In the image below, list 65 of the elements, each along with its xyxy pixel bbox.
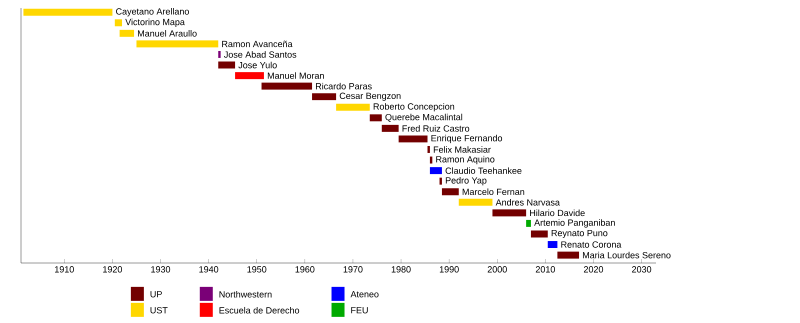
y-tick-label: Reynato Puno xyxy=(552,230,608,238)
bar xyxy=(548,241,558,248)
y-tick-label: Manuel Araullo xyxy=(138,30,197,37)
y-tick-label: Artemio Panganiban xyxy=(534,219,615,228)
legend-label: FEU xyxy=(351,307,368,314)
x-tick-label: 2030 xyxy=(632,266,652,273)
y-tick-label: Maria Lourdes Sereno xyxy=(582,252,671,258)
bar xyxy=(218,50,221,58)
legend-label: Northwestern xyxy=(220,290,272,298)
y-tick-label: Claudio Teehankee xyxy=(446,167,522,174)
x-tick-label: 1980 xyxy=(392,266,411,273)
x-tick-label: 1970 xyxy=(344,266,363,273)
x-tick-label: 2010 xyxy=(536,266,555,273)
bar xyxy=(458,198,492,206)
bar xyxy=(430,167,442,174)
x-tick-label: 1950 xyxy=(247,266,266,273)
y-tick-label: Pedro Yap xyxy=(446,176,486,186)
bar xyxy=(442,188,459,196)
y-tick-label: Jose Abad Santos xyxy=(224,51,296,58)
y-tick-label: Ramon Aquino xyxy=(436,156,494,164)
y-tick-label: Victorino Mapa xyxy=(125,18,185,27)
y-tick-label: Fred Ruiz Castro xyxy=(402,125,470,132)
x-tick-label: 1960 xyxy=(296,266,314,273)
y-tick-label: Querebe Macalintal xyxy=(385,114,462,122)
bar xyxy=(370,114,382,122)
y-tick-label: Ramon Avanceña xyxy=(222,40,293,48)
bar xyxy=(262,82,312,90)
y-tick-label: Ricardo Paras xyxy=(316,82,372,90)
x-tick-label: 2020 xyxy=(584,266,604,273)
bar xyxy=(398,135,428,142)
bar xyxy=(430,156,432,164)
bar xyxy=(114,19,122,26)
y-tick-label: Manuel Moran xyxy=(268,72,324,79)
y-tick-label: Renato Corona xyxy=(561,241,622,248)
bar xyxy=(530,230,548,238)
x-tick-label: 1920 xyxy=(103,266,122,273)
y-tick-label: Felix Makasiar xyxy=(434,146,491,153)
legend-label: UP xyxy=(150,291,162,298)
bar xyxy=(23,8,112,16)
bar xyxy=(120,30,134,37)
bar xyxy=(312,93,336,100)
bar xyxy=(336,104,370,111)
bar xyxy=(492,209,526,216)
legend-label: Ateneo xyxy=(350,291,379,298)
y-tick-label: Hilario Davide xyxy=(530,210,585,216)
y-tick-label: Andres Narvasa xyxy=(496,198,560,206)
y-tick-label: Marcelo Fernan xyxy=(462,188,524,196)
bar xyxy=(218,62,236,69)
bar xyxy=(557,252,580,259)
y-tick-label: Cesar Bengzon xyxy=(340,92,401,101)
bar xyxy=(136,40,218,48)
bar xyxy=(382,124,399,132)
legend-label: Escuela de Derecho xyxy=(220,306,300,314)
legend-label: UST xyxy=(150,307,168,314)
y-tick-label: Enrique Fernando xyxy=(431,134,502,144)
x-tick-label: 1940 xyxy=(199,266,218,273)
bar xyxy=(235,72,264,80)
y-tick-label: Roberto Concepcion xyxy=(374,103,454,112)
x-tick-label: 2000 xyxy=(488,266,507,273)
y-tick-label: Jose Yulo xyxy=(238,62,277,68)
x-tick-label: 1990 xyxy=(440,266,459,273)
x-tick-label: 1910 xyxy=(55,266,74,273)
x-tick-label: 1930 xyxy=(151,266,170,273)
bar xyxy=(526,220,531,227)
y-tick-label: Cayetano Arellano xyxy=(116,8,189,16)
